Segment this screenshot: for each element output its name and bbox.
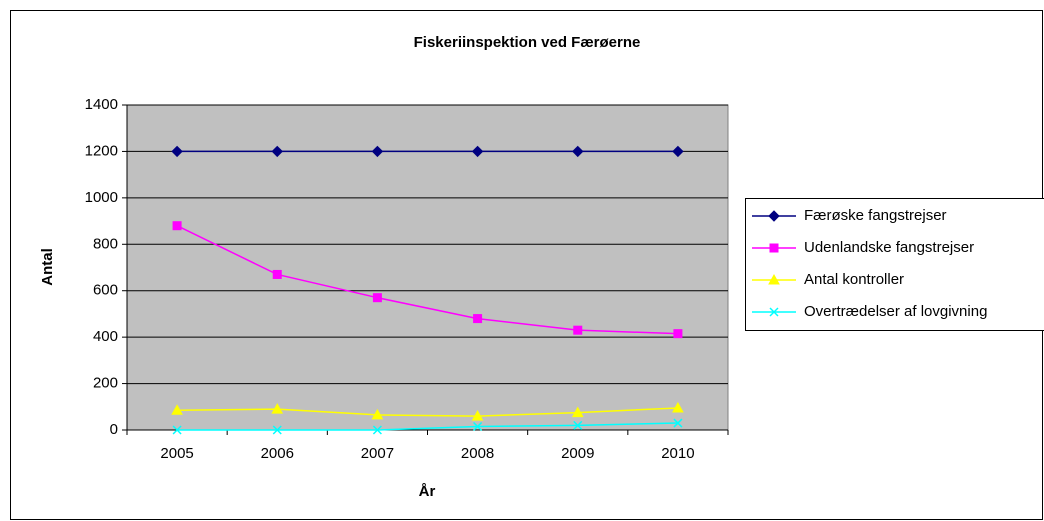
y-axis-label: Antal <box>39 248 56 286</box>
series-line <box>177 407 678 417</box>
series-line <box>177 422 678 431</box>
marker <box>573 420 583 430</box>
marker <box>272 269 282 279</box>
marker <box>473 314 483 324</box>
y-tick-label: 1400 <box>85 96 118 113</box>
plot-area <box>126 104 729 431</box>
marker <box>571 406 584 418</box>
series-line <box>176 225 678 335</box>
chart-title: Fiskeriinspektion ved Færøerne <box>414 34 641 51</box>
y-tick-label: 800 <box>93 235 118 252</box>
marker <box>171 404 183 415</box>
marker <box>271 403 284 414</box>
marker <box>372 425 382 435</box>
marker <box>672 145 684 158</box>
x-tick-label: 2007 <box>361 445 394 462</box>
marker <box>271 145 283 158</box>
marker <box>673 418 683 428</box>
y-tick-label: 1200 <box>85 142 118 159</box>
legend-marker <box>768 210 780 222</box>
marker <box>473 421 483 432</box>
legend-marker <box>768 273 780 285</box>
marker <box>172 221 182 231</box>
x-axis-label: År <box>419 483 436 500</box>
marker <box>371 408 384 420</box>
x-tick-label: 2006 <box>261 445 294 462</box>
marker <box>572 145 584 158</box>
marker <box>372 293 382 303</box>
x-tick-label: 2009 <box>561 445 594 462</box>
legend-marker <box>769 307 779 317</box>
legend-label: Overtrædelser af lovgivning <box>804 303 987 320</box>
marker <box>172 425 182 435</box>
marker <box>171 145 183 158</box>
legend-label: Udenlandske fangstrejser <box>804 239 974 256</box>
marker <box>371 145 384 158</box>
legend <box>745 198 1044 331</box>
marker <box>471 410 484 421</box>
legend-label: Færøske fangstrejser <box>804 207 947 224</box>
marker <box>272 425 282 435</box>
y-tick-label: 400 <box>93 328 118 345</box>
marker <box>573 325 583 335</box>
x-tick-label: 2008 <box>461 445 494 462</box>
y-tick-label: 0 <box>110 421 118 438</box>
y-tick-label: 200 <box>93 375 118 392</box>
marker <box>672 401 684 413</box>
marker <box>471 145 484 158</box>
x-tick-label: 2010 <box>661 445 694 462</box>
x-tick-label: 2005 <box>160 445 193 462</box>
y-tick-label: 600 <box>93 282 118 299</box>
y-tick-label: 1000 <box>85 189 118 206</box>
legend-label: Antal kontroller <box>804 271 904 288</box>
legend-marker <box>769 243 779 253</box>
marker <box>673 329 683 339</box>
